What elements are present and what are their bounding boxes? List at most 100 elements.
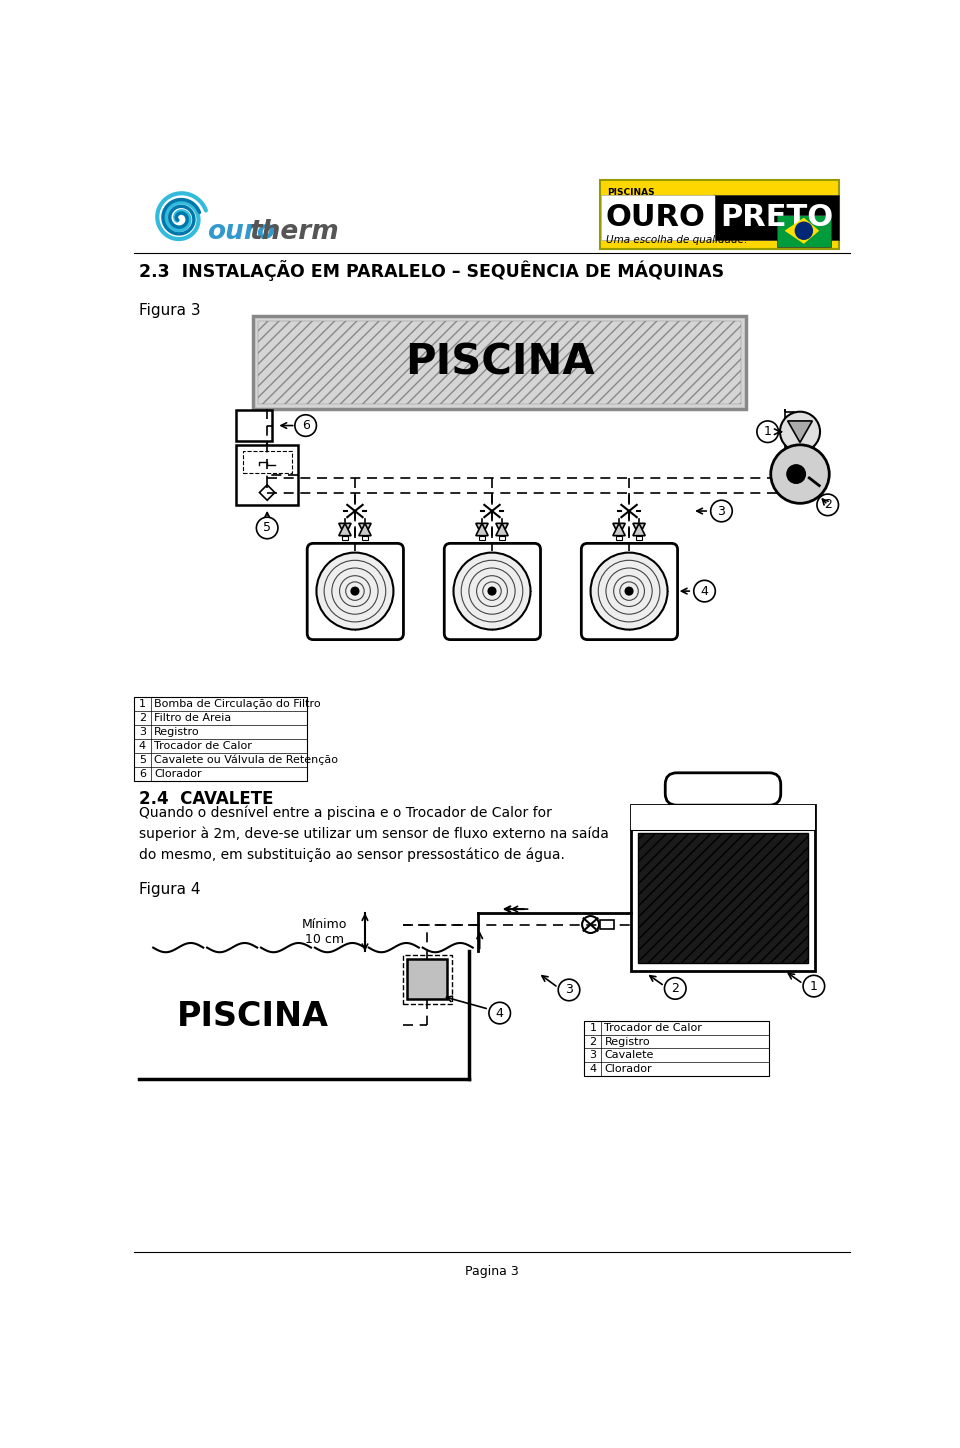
Text: Figura 3: Figura 3 [139,303,201,319]
Polygon shape [633,523,645,536]
Circle shape [664,977,686,999]
Text: 6: 6 [139,769,146,779]
Text: 5: 5 [263,521,271,534]
FancyBboxPatch shape [582,543,678,640]
Polygon shape [476,523,488,536]
Polygon shape [339,523,351,536]
Text: Trocador de Calor: Trocador de Calor [605,1022,703,1032]
Bar [407,959,447,999]
Bar [600,919,613,930]
Polygon shape [496,523,508,536]
Text: PISCINA: PISCINA [405,342,594,384]
Bar [134,698,307,780]
Polygon shape [784,217,819,243]
Polygon shape [612,523,625,536]
Polygon shape [476,523,488,536]
Text: Mínimo
10 cm: Mínimo 10 cm [302,918,348,946]
Circle shape [590,553,667,630]
Circle shape [256,517,278,539]
Text: OURO: OURO [606,203,706,232]
Text: Cavalete ou Válvula de Retenção: Cavalete ou Válvula de Retenção [154,754,338,765]
Text: 2: 2 [671,982,679,995]
Circle shape [317,553,394,630]
Polygon shape [496,523,508,536]
Bar [636,536,642,540]
Text: 4: 4 [139,741,146,752]
Circle shape [710,500,732,521]
Bar [479,536,485,540]
Text: 1: 1 [764,426,772,439]
Circle shape [488,588,496,595]
Text: Bomba de Circulação do Filtro: Bomba de Circulação do Filtro [154,699,321,710]
Circle shape [795,222,813,240]
Text: 2: 2 [824,498,831,511]
FancyBboxPatch shape [307,543,403,640]
Circle shape [780,411,820,452]
Bar [236,445,298,505]
Text: 3: 3 [139,727,146,737]
Text: Registro: Registro [605,1037,650,1047]
Bar [236,410,272,442]
Bar [600,180,838,249]
Text: 4: 4 [589,1064,596,1074]
Text: Pagina 3: Pagina 3 [466,1264,518,1277]
Text: 2: 2 [139,714,146,723]
Text: Clorador: Clorador [605,1064,652,1074]
Bar [258,321,741,404]
Text: 6: 6 [301,418,309,432]
Bar [777,214,830,248]
Bar [402,954,452,1003]
Circle shape [558,979,580,1001]
Polygon shape [612,523,625,536]
FancyBboxPatch shape [665,773,780,805]
Text: 3: 3 [717,504,726,517]
Text: 3: 3 [565,983,573,996]
Text: 2.3  INSTALAÇÃO EM PARALELO – SEQUÊNCIA DE MÁQUINAS: 2.3 INSTALAÇÃO EM PARALELO – SEQUÊNCIA D… [139,259,725,281]
Text: 1: 1 [139,699,146,710]
Bar [638,833,807,963]
Text: Trocador de Calor: Trocador de Calor [154,741,252,752]
Text: PISCINAS: PISCINAS [608,188,655,197]
Circle shape [756,421,779,443]
Bar [601,195,715,240]
Text: 4: 4 [701,585,708,598]
Polygon shape [359,523,372,536]
Text: 3: 3 [589,1050,596,1060]
Text: PISCINA: PISCINA [178,1001,329,1034]
Text: PRETO: PRETO [721,203,834,232]
Bar [243,450,292,472]
Polygon shape [787,421,812,443]
Circle shape [453,553,531,630]
Circle shape [787,465,805,484]
Circle shape [351,588,359,595]
Text: 2.4  CAVALETE: 2.4 CAVALETE [139,789,274,808]
Circle shape [817,494,838,515]
Circle shape [625,588,633,595]
Text: Registro: Registro [154,727,200,737]
Circle shape [771,445,829,504]
Polygon shape [359,523,372,536]
Circle shape [295,414,317,436]
Text: ouro: ouro [207,219,276,245]
Bar [253,316,746,408]
Text: 5: 5 [139,754,146,765]
Bar [631,805,815,970]
Bar [631,805,815,830]
Text: Clorador: Clorador [154,769,202,779]
Bar [342,536,348,540]
FancyBboxPatch shape [444,543,540,640]
Circle shape [694,581,715,602]
Bar [715,195,838,240]
Text: therm: therm [250,219,339,245]
Text: 4: 4 [495,1006,504,1019]
Text: 2: 2 [589,1037,596,1047]
Circle shape [804,976,825,996]
Polygon shape [633,523,645,536]
Text: Filtro de Areia: Filtro de Areia [154,714,231,723]
Text: Cavalete: Cavalete [605,1050,654,1060]
Text: Figura 4: Figura 4 [139,882,201,898]
Text: Uma escolha de qualidade!: Uma escolha de qualidade! [606,235,748,245]
Circle shape [489,1002,511,1024]
Text: 1: 1 [589,1022,596,1032]
Bar [362,536,368,540]
